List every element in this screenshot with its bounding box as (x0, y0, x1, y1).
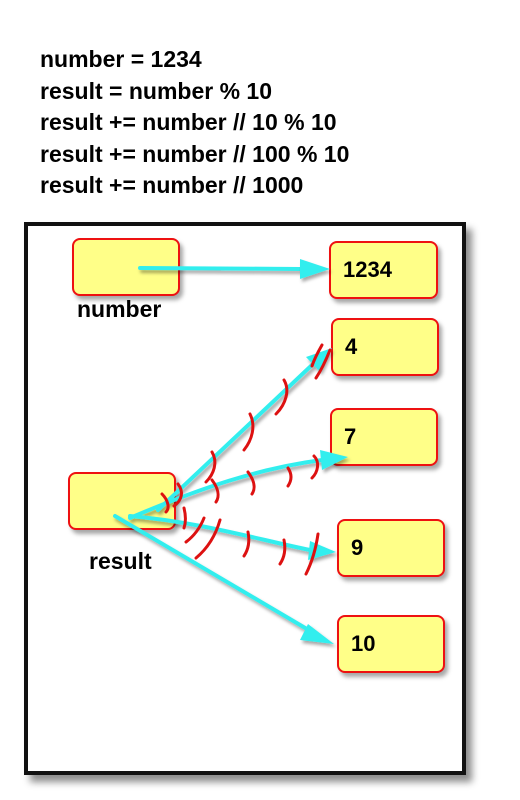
strike-mark (184, 516, 206, 544)
strike-mark (242, 412, 255, 452)
strike-mark (182, 506, 187, 530)
value-box-10: 10 (337, 615, 445, 673)
value-text-10: 10 (351, 631, 376, 656)
arrowhead-7 (320, 450, 348, 470)
strike-mark (310, 343, 324, 368)
code-line: result += number // 1000 (40, 172, 304, 198)
code-line: result = number % 10 (40, 77, 272, 104)
strike-mark (246, 470, 256, 496)
arrowhead-4 (306, 348, 332, 372)
arrow-result-to-9 (128, 514, 312, 552)
value-text-4: 4 (345, 334, 358, 359)
strike-mark (172, 482, 183, 508)
code-line: result += number // 10 % 10 (40, 109, 337, 135)
strike-mark (160, 492, 170, 514)
arrow-result-to-7 (128, 458, 324, 520)
value-text-9: 9 (351, 535, 364, 560)
arrowhead-10 (300, 624, 334, 644)
result-variable-label: result (89, 548, 152, 574)
number-variable-label: number (77, 296, 162, 322)
value-box-9: 9 (337, 519, 445, 577)
strike-mark (286, 466, 293, 488)
value-box-1234: 1234 (329, 241, 438, 299)
code-line: number = 1234 (40, 46, 202, 72)
arrow-result-to-10 (113, 514, 314, 634)
strike-mark (310, 454, 320, 480)
code-listing: number = 1234 result = number % 10 resul… (40, 44, 349, 202)
code-line: result += number // 100 % 10 (40, 140, 350, 167)
strike-mark (210, 478, 220, 504)
strike-mark (278, 538, 287, 566)
value-text-7: 7 (344, 424, 357, 449)
arrow-number-to-1234 (138, 266, 302, 271)
value-text-1234: 1234 (343, 257, 392, 282)
value-box-4: 4 (331, 318, 439, 376)
strike-mark (242, 530, 251, 558)
value-box-7: 7 (330, 408, 438, 466)
arrowhead-1234 (300, 259, 330, 279)
strike-mark (304, 532, 320, 576)
strike-mark (194, 518, 222, 560)
strike-mark (314, 348, 332, 380)
strike-mark (204, 450, 217, 484)
strike-mark (274, 378, 289, 416)
